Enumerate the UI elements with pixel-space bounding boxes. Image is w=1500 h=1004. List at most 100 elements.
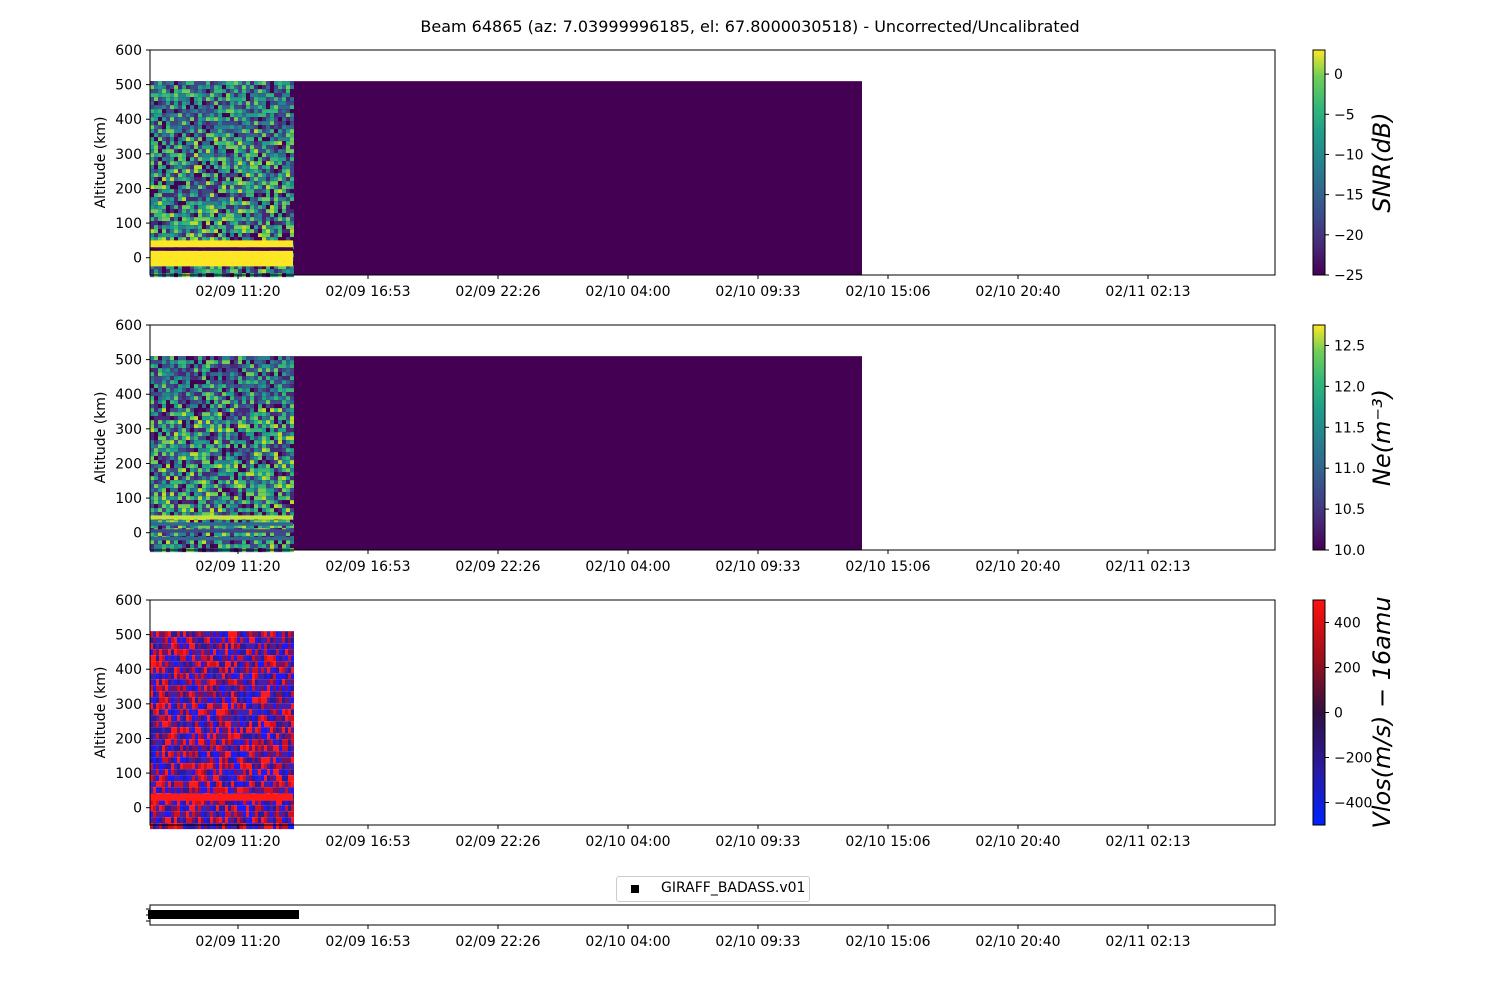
band (150, 537, 293, 540)
bright-band (150, 515, 293, 519)
bright-band (150, 240, 293, 247)
x-tick-label: 02/10 04:00 (585, 284, 670, 300)
x-tick-label: 02/10 09:33 (715, 559, 800, 575)
y-tick-label: 300 (115, 697, 142, 713)
colorbar-tick-label: 10.0 (1334, 543, 1365, 559)
x-tick-label: 02/10 15:06 (845, 284, 930, 300)
y-tick-label: 200 (115, 456, 142, 472)
y-axis-label: Altitude (km) (93, 392, 109, 484)
y-tick-label: 100 (115, 491, 142, 507)
x-tick-label: 02/11 02:13 (1105, 934, 1190, 950)
colorbar-gradient (1313, 50, 1325, 275)
y-tick-label: 300 (115, 422, 142, 438)
band (150, 522, 293, 525)
legend: GIRAFF_BADASS.v01 (616, 876, 810, 902)
x-tick-label: 02/09 11:20 (195, 934, 280, 950)
timeline-panel: 02/09 11:20 02/09 16:53 02/09 22:26 02/10 0… (146, 905, 1275, 950)
colorbar-tick-label: 10.5 (1334, 502, 1365, 518)
colorbar-tick-label: 12.5 (1334, 338, 1365, 354)
colorbar-tick-label: −5 (1334, 107, 1355, 123)
legend-marker (631, 885, 639, 893)
x-tick-label: 02/09 16:53 (325, 284, 410, 300)
heatmap-image (150, 631, 294, 829)
bright-band (150, 251, 293, 267)
x-tick-label: 02/10 20:40 (975, 834, 1060, 850)
x-tick-label: 02/10 04:00 (585, 934, 670, 950)
x-tick-label: 02/09 11:20 (195, 284, 280, 300)
timeline-marker (292, 910, 299, 919)
y-tick-label: 0 (133, 526, 142, 542)
colorbar-tick-label: −15 (1334, 188, 1364, 204)
y-axis-label: Altitude (km) (93, 117, 109, 209)
y-tick-label: 200 (115, 181, 142, 197)
figure-title: Beam 64865 (az: 7.03999996185, el: 67.80… (0, 17, 1500, 36)
x-tick-label: 02/09 11:20 (195, 834, 280, 850)
colorbar: −25 −20 −15 −10 −5 0 SNR(dB) (1313, 50, 1396, 284)
colorbar-label: SNR(dB) (1368, 112, 1396, 212)
legend-label: GIRAFF_BADASS.v01 (661, 880, 805, 896)
snr-panel: 0 100 200 300 400 500 600 02/09 11:20 02/09 16:5… (93, 43, 1396, 300)
x-tick-label: 02/11 02:13 (1105, 559, 1190, 575)
colorbar-tick-label: 11.5 (1334, 420, 1365, 436)
y-tick-label: 500 (115, 78, 142, 94)
colorbar: 10.010.511.011.512.012.5Ne(m⁻³) (1313, 325, 1396, 559)
colorbar-tick-label: 0 (1334, 67, 1343, 83)
x-tick-label: 02/10 09:33 (715, 934, 800, 950)
colorbar-tick-label: −20 (1334, 228, 1364, 244)
colorbar-tick-label: 200 (1334, 661, 1361, 677)
axes-frame (150, 905, 1275, 925)
x-tick-label: 02/10 20:40 (975, 284, 1060, 300)
x-tick-label: 02/09 22:26 (455, 559, 540, 575)
y-tick-label: 200 (115, 731, 142, 747)
y-tick-label: 600 (115, 593, 142, 609)
colorbar-tick-label: 11.0 (1334, 461, 1365, 477)
x-tick-label: 02/10 15:06 (845, 934, 930, 950)
colorbar-tick-label: 12.0 (1334, 379, 1365, 395)
y-tick-label: 400 (115, 662, 142, 678)
band (150, 529, 293, 532)
y-tick-label: 0 (133, 801, 142, 817)
colorbar-label: Vlos(m/s) − 16amu (1368, 596, 1396, 828)
colorbar-gradient (1313, 325, 1325, 550)
y-tick-label: 500 (115, 628, 142, 644)
x-tick-label: 02/10 09:33 (715, 284, 800, 300)
red-band (150, 794, 293, 801)
y-tick-label: 0 (133, 251, 142, 267)
colorbar-tick-label: −25 (1334, 268, 1364, 284)
x-tick-label: 02/10 04:00 (585, 559, 670, 575)
x-tick-label: 02/10 20:40 (975, 559, 1060, 575)
x-tick-label: 02/09 16:53 (325, 934, 410, 950)
y-tick-label: 100 (115, 766, 142, 782)
colorbar-tick-label: 0 (1334, 706, 1343, 722)
axes-frame (150, 600, 1275, 825)
y-tick-label: 400 (115, 112, 142, 128)
dark-band (150, 247, 293, 250)
heatmap-image (150, 356, 862, 552)
x-tick-label: 02/09 11:20 (195, 559, 280, 575)
y-tick-label: 300 (115, 147, 142, 163)
vlos-panel: 0 100 200 300 400 500 600 02/09 11:20 02/09 16:5… (93, 593, 1396, 850)
x-tick-label: 02/10 15:06 (845, 834, 930, 850)
y-tick-label: 100 (115, 216, 142, 232)
x-tick-label: 02/09 22:26 (455, 834, 540, 850)
x-tick-label: 02/09 22:26 (455, 934, 540, 950)
y-tick-label: 600 (115, 318, 142, 334)
colorbar-tick-label: 400 (1334, 616, 1361, 632)
colorbar-gradient (1313, 600, 1325, 825)
x-tick-label: 02/10 09:33 (715, 834, 800, 850)
y-tick-label: 600 (115, 43, 142, 59)
x-tick-label: 02/11 02:13 (1105, 834, 1190, 850)
y-axis-label: Altitude (km) (93, 667, 109, 759)
x-tick-label: 02/09 16:53 (325, 834, 410, 850)
colorbar-tick-label: −10 (1334, 147, 1364, 163)
x-tick-label: 02/10 15:06 (845, 559, 930, 575)
x-tick-label: 02/09 16:53 (325, 559, 410, 575)
x-tick-label: 02/09 22:26 (455, 284, 540, 300)
y-tick-label: 500 (115, 353, 142, 369)
x-tick-label: 02/11 02:13 (1105, 284, 1190, 300)
heatmap-image (150, 81, 862, 277)
